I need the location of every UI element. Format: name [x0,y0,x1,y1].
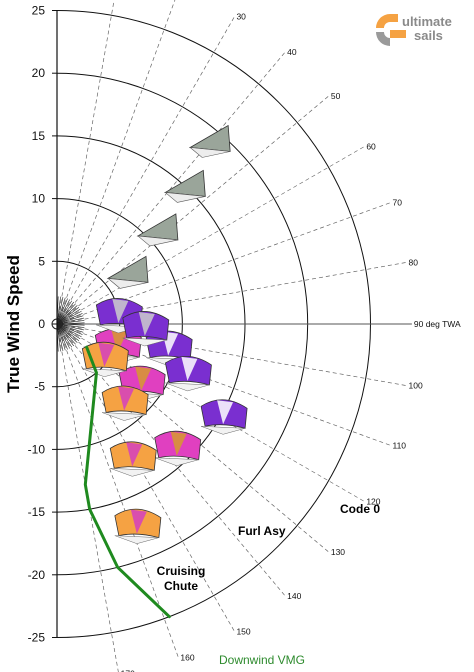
y-tick-label: 5 [38,254,45,268]
twa-tick-label: 160 [180,652,194,662]
y-tick-label: 0 [38,317,45,331]
sail-label-cruising-1: Cruising [157,564,206,578]
y-axis [52,10,58,638]
sail-marker [114,508,162,544]
y-tick-label: -5 [34,380,45,394]
y-tick-label: -25 [28,631,46,645]
twa-tick-label: 90 deg TWA [414,319,461,329]
y-tick-label: 25 [32,4,46,18]
twa-tick-label: 60 [366,142,376,152]
sail-marker [106,255,149,289]
twa-tick-label: 70 [392,198,402,208]
ultimate-sails-logo: ultimate sails [376,14,452,46]
y-tick-labels: 25 20 15 10 5 0 -5 -10 -15 -20 -25 [28,4,46,645]
y-tick-label: 10 [32,192,46,206]
twa-tick-label: 150 [236,626,250,636]
twa-tick-label: 40 [287,47,297,57]
logo-swoosh-orange [376,14,398,28]
vmg-label: Downwind VMG [219,653,305,667]
twa-tick-label: 170 [121,668,135,672]
sail-marker [200,399,248,435]
twa-tick-label: 110 [392,440,406,450]
y-tick-label: 20 [32,66,46,80]
y-tick-label: -20 [28,568,46,582]
sail-label-code0: Code 0 [340,502,380,516]
twa-tick-label: 30 [236,12,246,22]
twa-ray [56,0,176,325]
sail-marker [81,341,129,377]
twa-tick-label: 140 [287,591,301,601]
sail-label-furl-asy: Furl Asy [238,524,286,538]
twa-tick-labels: 102030405060708090 deg TWA10011012013014… [121,12,461,672]
sail-marker [136,213,179,247]
sail-marker [164,356,212,392]
y-tick-label: -15 [28,505,46,519]
brand-line2: sails [414,28,443,43]
sail-marker [101,385,149,421]
sail-marker [188,124,231,158]
vmg-series [83,345,171,619]
y-axis-label: True Wind Speed [4,255,23,393]
sail-markers [81,124,248,544]
twa-ray [56,323,235,632]
brand-line1: ultimate [402,14,452,29]
twa-ray [56,323,179,658]
twa-tick-label: 100 [408,381,422,391]
vmg-line [83,345,171,619]
twa-tick-label: 80 [408,257,418,267]
sail-label-cruising-2: Chute [164,579,198,593]
logo-bar [390,30,406,38]
sail-marker [154,430,202,466]
twa-ray [56,95,330,325]
y-tick-label: -10 [28,442,46,456]
twa-ray [56,16,235,325]
sail-marker [109,441,157,477]
twa-tick-label: 130 [331,547,345,557]
twa-ray [56,146,365,325]
y-tick-label: 15 [32,129,46,143]
sail-marker [122,311,170,347]
logo-swoosh-grey [376,32,390,46]
twa-ray [56,51,286,325]
twa-tick-label: 50 [331,91,341,101]
twa-tick-label: 120 [366,496,380,506]
twa-ray [56,0,115,325]
sail-marker [164,169,206,203]
